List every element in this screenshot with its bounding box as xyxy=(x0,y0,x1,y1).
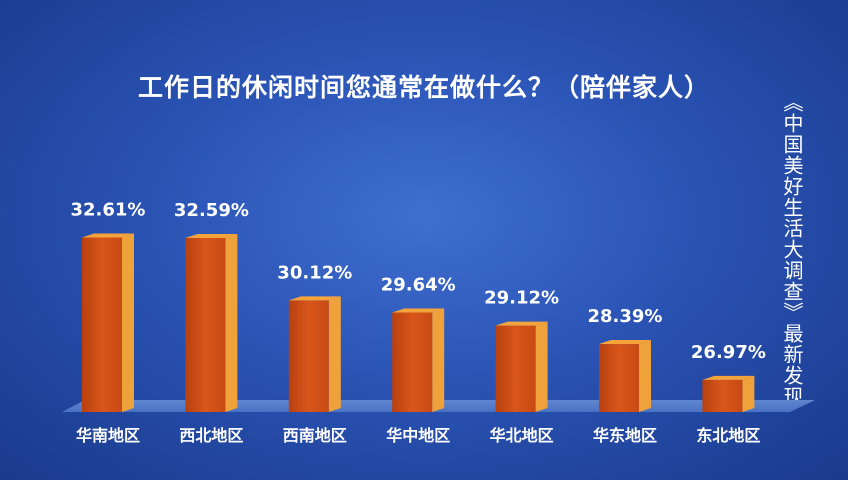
bar xyxy=(495,321,548,412)
category-label: 西南地区 xyxy=(283,426,347,445)
bar xyxy=(185,233,238,412)
category-label: 西北地区 xyxy=(179,426,243,445)
bar-front xyxy=(495,325,536,412)
bar-front xyxy=(82,237,122,412)
value-label: 29.64% xyxy=(381,274,456,295)
bar-top xyxy=(702,375,755,380)
bar-top xyxy=(392,308,445,313)
bar-side xyxy=(122,233,134,412)
bar-front xyxy=(392,312,433,412)
bar xyxy=(392,308,445,412)
side-caption: 《中国美好生活大调查》最新发现 xyxy=(780,92,804,407)
bar-side xyxy=(639,340,651,412)
value-label: 28.39% xyxy=(588,306,663,327)
category-label: 华东地区 xyxy=(593,426,657,445)
bar-top xyxy=(599,340,651,345)
value-label: 32.59% xyxy=(174,200,249,221)
bar-side xyxy=(432,308,445,412)
bar xyxy=(599,340,651,412)
bar-side xyxy=(535,321,548,412)
value-label: 26.97% xyxy=(691,342,766,363)
bar-side xyxy=(742,375,755,412)
category-label: 华北地区 xyxy=(490,426,554,445)
bar-top xyxy=(185,233,238,238)
bar xyxy=(702,375,755,412)
category-label: 东北地区 xyxy=(696,426,760,445)
bar-front xyxy=(185,237,226,412)
value-label: 32.61% xyxy=(71,199,146,220)
value-label: 30.12% xyxy=(277,262,352,283)
value-label: 29.12% xyxy=(484,288,559,309)
bar-front xyxy=(599,344,639,412)
bar xyxy=(288,296,341,412)
bar xyxy=(82,233,134,412)
category-label: 华南地区 xyxy=(76,426,140,445)
bar-side xyxy=(225,233,238,412)
bar-front xyxy=(288,300,329,412)
bar-front xyxy=(702,379,743,412)
bar-top xyxy=(82,233,134,238)
category-label: 华中地区 xyxy=(386,426,450,445)
bar-top xyxy=(288,296,341,301)
bar-side xyxy=(328,296,341,412)
bar-top xyxy=(495,321,548,326)
chart-title: 工作日的休闲时间您通常在做什么？（陪伴家人） xyxy=(137,73,710,102)
